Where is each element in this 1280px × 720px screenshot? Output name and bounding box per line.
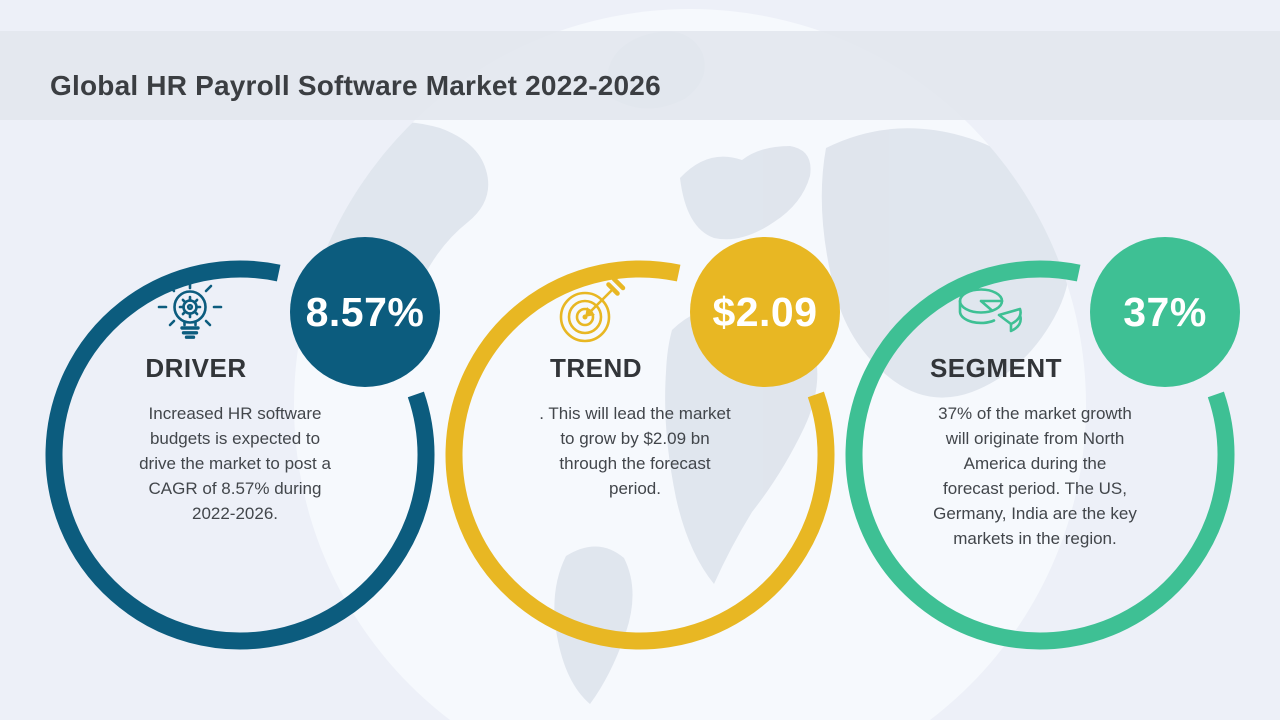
segment-label: SEGMENT	[929, 353, 1063, 383]
segment-metric-value: 37%	[1123, 288, 1207, 335]
pie-chart-icon	[952, 274, 1028, 350]
metric-card-driver: 8.57% DRIVER Increased HR software budge…	[40, 235, 440, 705]
driver-metric-badge: 8.57%	[290, 237, 440, 387]
trend-description: . This will lead the market to grow by $…	[539, 404, 731, 498]
metric-card-trend: $2.09 TREND . This will lead the market …	[440, 235, 840, 705]
target-arrow-icon	[552, 274, 628, 350]
driver-metric-value: 8.57%	[305, 288, 425, 335]
header-band	[0, 31, 1280, 120]
trend-metric-value: $2.09	[712, 288, 818, 335]
segment-metric-badge: 37%	[1090, 237, 1240, 387]
metric-card-segment: 37% SEGMENT 37% of the market growth wil…	[840, 235, 1240, 705]
segment-ring	[845, 260, 1235, 650]
trend-ring	[445, 260, 835, 650]
lightbulb-gear-icon	[152, 274, 228, 350]
driver-ring	[45, 260, 435, 650]
driver-label: DRIVER	[145, 353, 247, 383]
page-title: Global HR Payroll Software Market 2022-2…	[50, 70, 661, 101]
driver-description: Increased HR software budgets is expecte…	[139, 404, 331, 523]
trend-label: TREND	[549, 353, 643, 383]
segment-description: 37% of the market growth will originate …	[933, 404, 1137, 548]
trend-metric-badge: $2.09	[690, 237, 840, 387]
